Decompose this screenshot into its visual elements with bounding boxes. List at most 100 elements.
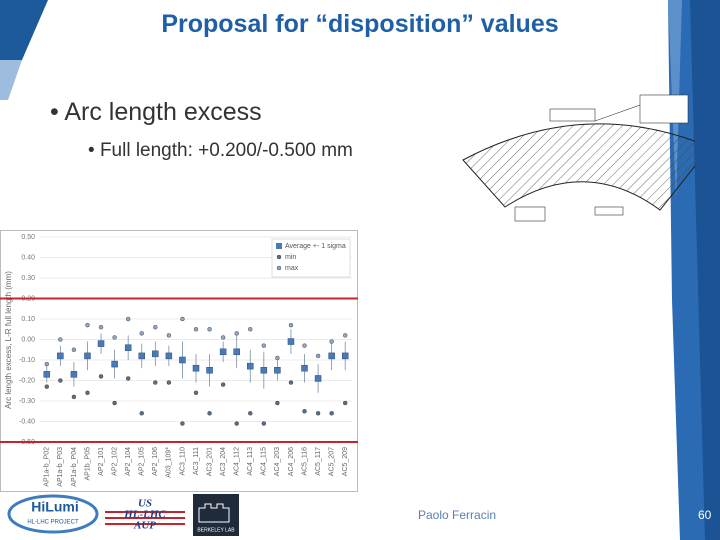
x-tick-label: AC5_116 <box>301 447 308 476</box>
average-marker <box>43 371 51 378</box>
bullet-text: Arc length excess <box>64 98 262 126</box>
average-marker <box>124 344 132 351</box>
average-marker <box>179 356 186 364</box>
average-marker <box>97 340 105 347</box>
min-marker <box>98 374 104 379</box>
average-marker <box>274 367 281 374</box>
max-marker <box>193 327 199 332</box>
average-marker <box>328 352 335 360</box>
min-marker <box>112 400 117 406</box>
legend-label: min <box>285 254 296 261</box>
average-marker <box>84 352 91 360</box>
y-tick-label: -0.30 <box>19 398 35 405</box>
average-marker <box>138 352 145 360</box>
legend-label: Average +- 1 sigma <box>285 243 346 250</box>
average-marker <box>314 375 322 382</box>
max-marker <box>315 353 321 359</box>
logo-text: HiLumi <box>31 499 78 515</box>
legend-label: max <box>285 265 299 272</box>
page-number: 60 <box>698 508 712 522</box>
max-marker <box>220 335 226 340</box>
min-marker <box>234 421 239 426</box>
logo-text: US <box>138 498 152 510</box>
x-tick-label: AC5_209 <box>342 447 349 476</box>
technical-drawing <box>462 94 695 222</box>
legend-symbol <box>276 254 282 260</box>
author: Paolo Ferracin <box>418 508 497 522</box>
average-marker <box>233 348 240 356</box>
y-tick-label: 0.00 <box>21 336 35 343</box>
y-axis-label: Arc length excess, L-R full length (mm) <box>4 271 13 409</box>
x-tick-label: AC4_113 <box>247 447 254 476</box>
x-tick-label: AP2_105 <box>139 447 146 476</box>
max-marker <box>98 324 104 330</box>
y-tick-label: 0.30 <box>21 275 35 282</box>
x-tick-label: AP2_106 <box>152 447 159 476</box>
chart: Arc length excess, L-R full length (mm) … <box>0 230 358 492</box>
logo-text: HL-LHC <box>123 509 166 521</box>
max-marker <box>248 327 253 332</box>
logo-text: BERKELEY LAB <box>197 527 235 533</box>
average-marker <box>57 352 64 360</box>
x-tick-label: AC4_203 <box>274 447 281 476</box>
min-marker <box>248 411 253 416</box>
x-tick-label: AC3_201 <box>206 447 213 476</box>
sub-bullet: • Full length: +0.200/-0.500 mm <box>88 140 353 161</box>
x-tick-label: AC5_207 <box>328 447 335 476</box>
min-marker <box>180 421 185 426</box>
average-marker <box>192 364 200 372</box>
x-tick-label: A03_109* <box>166 447 173 478</box>
x-tick-label: AC3_111 <box>193 447 200 475</box>
average-marker <box>301 364 308 372</box>
max-marker <box>288 322 294 328</box>
average-marker <box>152 350 159 358</box>
logo-text: HL-LHC PROJECT <box>27 520 79 526</box>
average-marker <box>260 367 268 374</box>
min-marker <box>153 380 158 385</box>
average-marker <box>219 348 227 356</box>
max-marker <box>275 355 280 361</box>
x-tick-label: AC4_112 <box>234 447 241 476</box>
min-marker <box>166 380 172 385</box>
x-tick-label: AP2_104 <box>125 447 132 476</box>
max-marker <box>44 361 49 367</box>
max-marker <box>166 333 172 338</box>
min-marker <box>125 376 131 381</box>
average-marker <box>165 352 173 360</box>
max-marker <box>153 324 158 330</box>
y-tick-label: -0.20 <box>19 377 35 384</box>
min-marker <box>207 411 212 416</box>
average-marker <box>206 367 213 374</box>
min-marker <box>58 378 63 383</box>
x-tick-label: AP1a-b_P04 <box>71 447 78 487</box>
average-marker <box>287 338 295 345</box>
legend-symbol <box>276 243 282 249</box>
min-marker <box>71 394 77 400</box>
max-marker <box>302 343 307 348</box>
average-marker <box>70 371 78 378</box>
x-tick-label: AP1a-b_P02 <box>44 447 51 487</box>
min-marker <box>343 400 348 406</box>
max-marker <box>207 327 212 332</box>
max-marker <box>71 347 77 352</box>
max-marker <box>58 337 63 342</box>
min-marker <box>275 400 280 406</box>
y-tick-label: -0.10 <box>19 357 35 364</box>
x-tick-label: AC4_115 <box>261 447 268 476</box>
min-marker <box>288 380 294 385</box>
max-marker <box>329 339 334 344</box>
max-marker <box>112 335 117 340</box>
min-marker <box>329 411 334 416</box>
max-marker <box>85 322 90 328</box>
max-marker <box>180 316 185 322</box>
min-marker <box>85 390 90 396</box>
min-marker <box>302 409 307 414</box>
min-marker <box>139 411 144 416</box>
max-marker <box>234 331 239 336</box>
average-marker <box>341 352 349 360</box>
x-tick-label: AC5_117 <box>315 447 322 476</box>
max-marker <box>139 331 144 336</box>
x-tick-label: AP1b_P05 <box>84 447 91 481</box>
